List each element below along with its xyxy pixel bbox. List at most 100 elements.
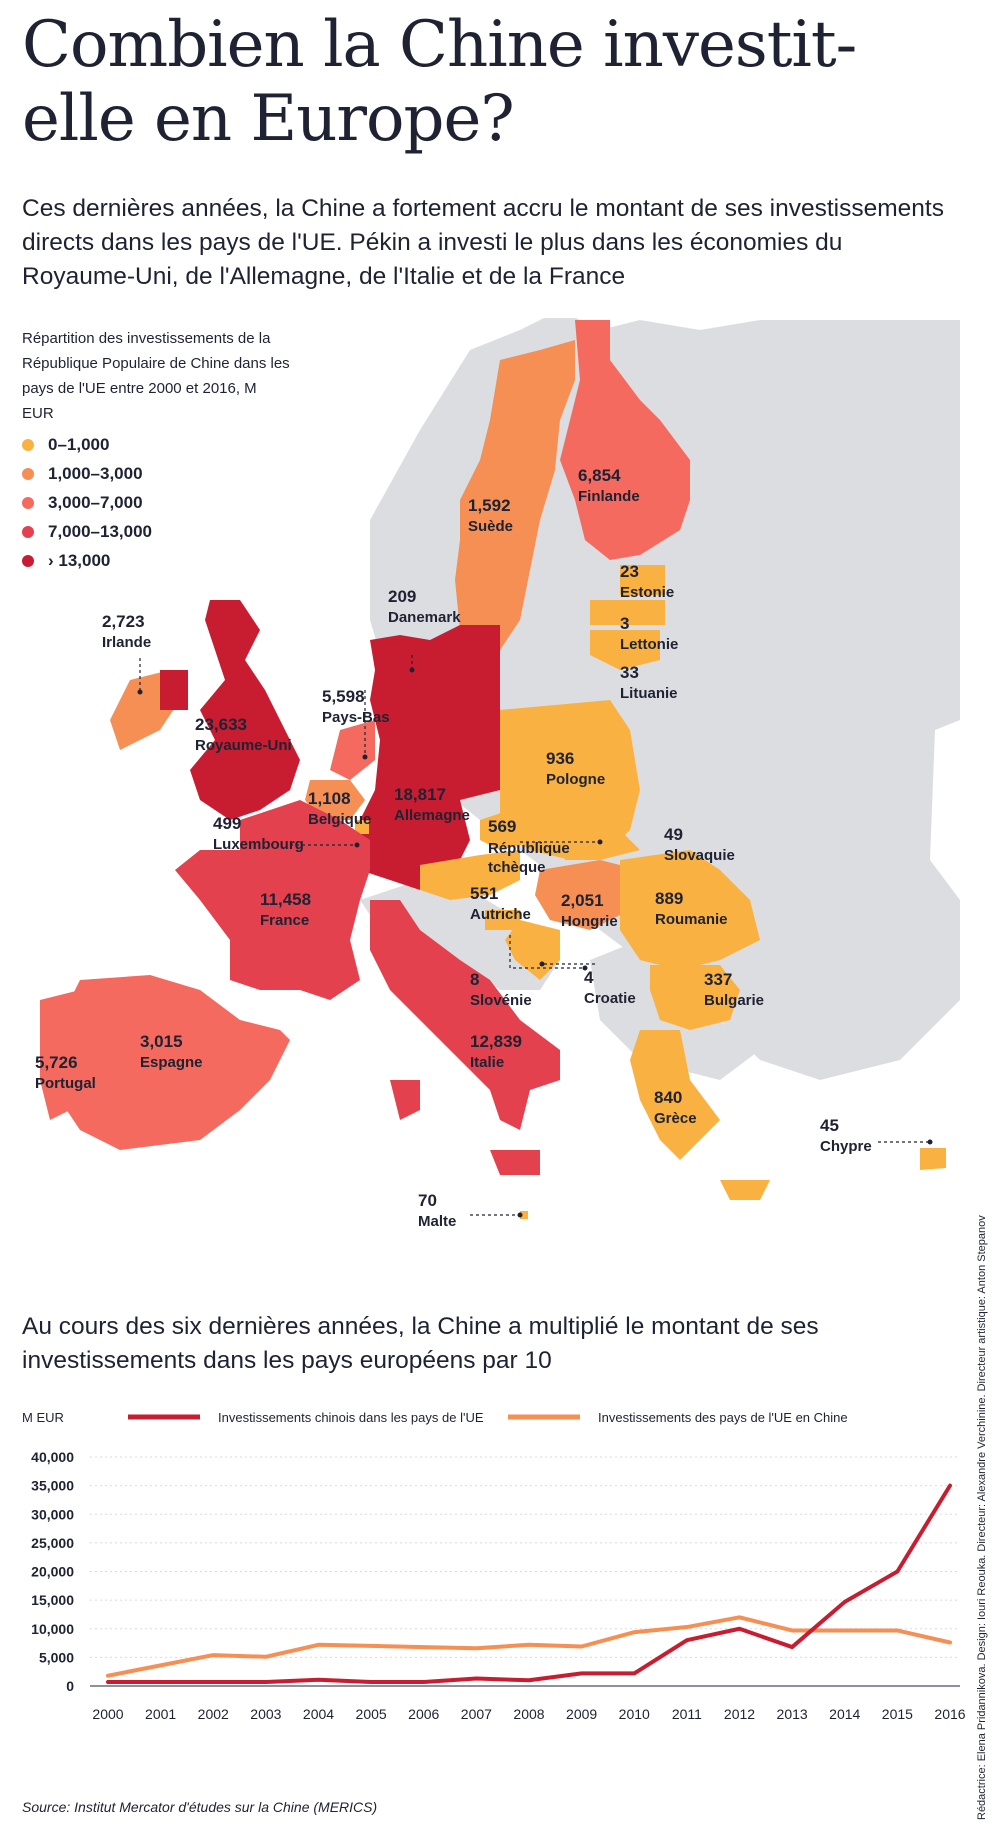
map-value-label: 209 xyxy=(388,587,416,606)
series-line xyxy=(106,1483,952,1684)
x-tick-labels: 2000 2001 2002 2003 2004 2005 2006 2007 2008 2009… xyxy=(92,1706,965,1722)
sweden-shape xyxy=(455,340,575,660)
y-tick-label: 30,000 xyxy=(31,1506,74,1522)
latvia-shape xyxy=(590,600,665,625)
x-tick-label: 2003 xyxy=(250,1706,281,1722)
map-value-label: 889 xyxy=(655,889,683,908)
x-tick-label: 2016 xyxy=(934,1706,965,1722)
crete-shape xyxy=(720,1180,770,1200)
map-country-label: Suède xyxy=(468,518,513,535)
map-value-label: 2,051 xyxy=(561,891,604,910)
map-value-label: 4 xyxy=(584,968,594,987)
x-tick-label: 2010 xyxy=(619,1706,650,1722)
hungary-shape xyxy=(535,860,640,930)
x-tick-label: 2001 xyxy=(145,1706,176,1722)
leader-dot xyxy=(354,842,360,848)
map-value-label: 12,839 xyxy=(470,1032,522,1051)
legend-label: 0–1,000 xyxy=(48,435,110,454)
map-leader-lines xyxy=(137,655,933,1218)
map-value-label: 23,633 xyxy=(195,715,247,734)
leader-dot xyxy=(409,667,415,673)
map-legend-title: Répartition des investissements de la Ré… xyxy=(22,330,290,422)
map-labels: 2,723 Irlande 23,633 Royaume-Uni 5,598 Pays-B… xyxy=(35,466,872,1230)
map-country-label: Bulgarie xyxy=(704,992,764,1009)
leader-dot xyxy=(927,1139,933,1145)
map-country-label: Espagne xyxy=(140,1054,203,1071)
legend-item: 7,000–13,000 xyxy=(22,517,292,546)
y-tick-label: 35,000 xyxy=(31,1478,74,1494)
legend-item: 0–1,000 xyxy=(22,430,292,459)
leader-dot xyxy=(539,961,545,967)
x-tick-label: 2011 xyxy=(672,1706,702,1722)
uk-shape xyxy=(190,600,300,820)
y-tick-label: 5,000 xyxy=(39,1649,74,1665)
map-country-label: Danemark xyxy=(388,609,461,626)
map-value-label: 1,592 xyxy=(468,496,511,515)
map-country-label: France xyxy=(260,912,309,929)
europe-map: 2,723 Irlande 23,633 Royaume-Uni 5,598 Pays-B… xyxy=(0,318,960,1230)
leader-dot xyxy=(517,1212,523,1218)
credits: Rédactrice: Elena Pridannikova. Design: … xyxy=(976,1215,988,1820)
legend-swatch xyxy=(22,525,34,538)
map-value-label: 551 xyxy=(470,884,498,903)
map-value-label: 3,015 xyxy=(140,1032,183,1051)
map-country-label: Estonie xyxy=(620,584,674,601)
map-legend: Répartition des investissements de la Ré… xyxy=(22,326,292,575)
lithuania-shape xyxy=(590,630,660,670)
map-country-label: Lituanie xyxy=(620,685,678,702)
croatia-shape xyxy=(505,920,560,980)
y-tick-label: 15,000 xyxy=(31,1592,74,1608)
romania-shape xyxy=(620,850,760,970)
legend-label: › 13,000 xyxy=(48,551,111,570)
map-value-label: 33 xyxy=(620,663,639,682)
estonia-shape xyxy=(620,565,665,595)
map-value-label: 11,458 xyxy=(260,890,311,909)
map-value-label: 45 xyxy=(820,1116,839,1135)
map-country-label: Belgique xyxy=(308,811,371,828)
netherlands-shape xyxy=(330,720,375,780)
map-value-label: 18,817 xyxy=(394,785,446,804)
leader-dot xyxy=(362,754,368,760)
x-tick-label: 2008 xyxy=(513,1706,544,1722)
map-country-label: tchèque xyxy=(488,859,546,876)
portugal-shape xyxy=(40,990,80,1120)
map-country-label: Grèce xyxy=(654,1110,697,1127)
legend-label-series-2: Investissements des pays de l'UE en Chin… xyxy=(598,1410,848,1425)
chart-series xyxy=(106,1483,952,1684)
malta-shape xyxy=(520,1211,528,1219)
map-country-label: Hongrie xyxy=(561,913,618,930)
legend-swatch xyxy=(22,496,34,509)
map-value-label: 49 xyxy=(664,825,683,844)
x-tick-label: 2014 xyxy=(829,1706,860,1722)
map-value-label: 499 xyxy=(213,814,241,833)
line-chart: M EUR Investissements chinois dans les p… xyxy=(22,1410,966,1722)
map-value-label: 6,854 xyxy=(578,466,621,485)
map-country-label: Allemagne xyxy=(394,807,470,824)
x-tick-label: 2013 xyxy=(777,1706,808,1722)
cyprus-shape xyxy=(920,1148,946,1170)
norway xyxy=(370,380,520,600)
legend-label: 7,000–13,000 xyxy=(48,522,152,541)
leader-line xyxy=(509,935,585,969)
x-tick-label: 2009 xyxy=(566,1706,597,1722)
map-value-label: 3 xyxy=(620,614,629,633)
map-country-label: Slovaquie xyxy=(664,847,735,864)
legend-swatch xyxy=(22,467,34,480)
map-value-label: 5,726 xyxy=(35,1053,78,1072)
greece-shape xyxy=(630,1030,720,1160)
page-title: Combien la Chine investit-elle en Europe… xyxy=(22,8,857,156)
map-country-label: Pays-Bas xyxy=(322,709,390,726)
y-tick-label: 20,000 xyxy=(31,1564,74,1580)
y-axis-unit: M EUR xyxy=(22,1410,64,1425)
legend-label: 3,000–7,000 xyxy=(48,493,143,512)
y-tick-label: 25,000 xyxy=(31,1535,74,1551)
map-country-label: Chypre xyxy=(820,1138,872,1155)
map-country-label: Irlande xyxy=(102,634,151,651)
legend-item: 3,000–7,000 xyxy=(22,488,292,517)
x-tick-label: 2005 xyxy=(356,1706,387,1722)
legend-label-series-1: Investissements chinois dans les pays de… xyxy=(218,1410,484,1425)
sicily-shape xyxy=(490,1150,540,1175)
x-tick-label: 2015 xyxy=(882,1706,913,1722)
map-value-label: 1,108 xyxy=(308,789,351,808)
legend-label: 1,000–3,000 xyxy=(48,464,143,483)
